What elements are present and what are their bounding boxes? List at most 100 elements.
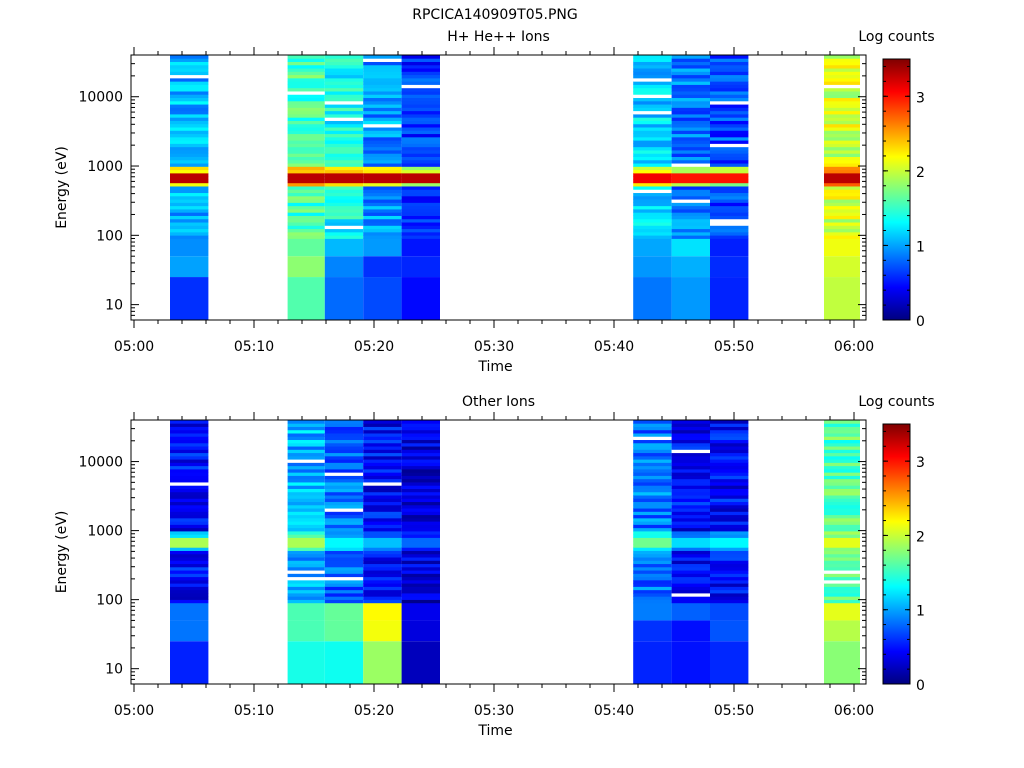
heatmap-cell: [633, 97, 672, 102]
heatmap-cell: [710, 570, 749, 574]
heatmap-cell: [287, 163, 325, 167]
heatmap-cell: [710, 140, 749, 144]
heatmap-cell: [324, 508, 364, 512]
heatmap-cell: [401, 557, 440, 561]
heatmap-cell: [287, 222, 325, 226]
heatmap-cell: [633, 589, 672, 594]
heatmap-cell: [363, 64, 402, 69]
heatmap-cell: [363, 641, 402, 684]
heatmap-cell: [633, 511, 672, 516]
heatmap-cell: [671, 81, 710, 85]
heatmap-cell: [401, 426, 440, 431]
heatmap-cell: [671, 579, 710, 584]
heatmap-cell: [671, 104, 710, 108]
heatmap-cell: [170, 68, 209, 72]
heatmap-cell: [170, 228, 209, 233]
heatmap-cell: [633, 540, 672, 545]
heatmap-cell: [401, 225, 440, 230]
heatmap-cell: [633, 553, 672, 558]
heatmap-cell: [401, 120, 440, 125]
heatmap-cell: [170, 231, 209, 236]
heatmap-cell: [824, 423, 860, 427]
x-tick-label: 05:30: [474, 703, 514, 719]
heatmap-cell: [710, 136, 749, 141]
heatmap-cell: [710, 123, 749, 128]
heatmap-cell: [710, 589, 749, 594]
heatmap-cell: [710, 176, 749, 180]
heatmap-cell: [710, 508, 749, 512]
heatmap-cell: [324, 202, 364, 207]
heatmap-cell: [633, 478, 672, 483]
heatmap-cell: [710, 530, 749, 535]
heatmap-cell: [824, 215, 860, 220]
heatmap-cell: [710, 472, 749, 476]
heatmap-cell: [710, 156, 749, 161]
colorbar-label: Log counts: [858, 29, 934, 45]
heatmap-cell: [170, 602, 209, 621]
heatmap-cell: [710, 97, 749, 102]
heatmap-cell: [401, 97, 440, 102]
heatmap-cell: [671, 77, 710, 82]
heatmap-cell: [287, 472, 325, 476]
heatmap-cell: [287, 192, 325, 197]
heatmap-cell: [671, 429, 710, 434]
heatmap-cell: [401, 84, 440, 89]
heatmap-cell: [824, 579, 860, 584]
heatmap-cell: [710, 146, 749, 151]
heatmap-cell: [324, 641, 364, 684]
heatmap-cell: [824, 433, 860, 437]
heatmap-cell: [324, 517, 364, 522]
heatmap-cell: [287, 186, 325, 190]
heatmap-cell: [170, 596, 209, 600]
heatmap-cell: [324, 459, 364, 463]
heatmap-cell: [324, 589, 364, 594]
heatmap-cell: [287, 495, 325, 499]
heatmap-cell: [671, 205, 710, 210]
heatmap-cell: [324, 68, 364, 72]
heatmap-cell: [401, 455, 440, 460]
heatmap-cell: [363, 576, 402, 581]
heatmap-cell: [363, 222, 402, 226]
heatmap-cell: [671, 127, 710, 131]
heatmap-cell: [324, 566, 364, 571]
heatmap-cell: [633, 433, 672, 437]
y-tick-label: 10: [105, 662, 123, 678]
heatmap-cell: [401, 472, 440, 476]
heatmap-cell: [324, 602, 364, 621]
heatmap-cell: [287, 602, 325, 621]
heatmap-cell: [287, 136, 325, 141]
heatmap-cell: [671, 202, 710, 207]
heatmap-cell: [363, 547, 402, 551]
heatmap-cell: [824, 498, 860, 503]
heatmap-cell: [324, 127, 364, 131]
heatmap-cell: [324, 511, 364, 516]
heatmap-cell: [671, 163, 710, 167]
heatmap-cell: [671, 277, 710, 320]
heatmap-cell: [287, 540, 325, 545]
heatmap-cell: [324, 150, 364, 154]
heatmap-cell: [287, 436, 325, 441]
heatmap-cell: [633, 599, 672, 604]
heatmap-cell: [170, 238, 209, 257]
heatmap-cell: [324, 195, 364, 200]
heatmap-cell: [363, 74, 402, 79]
heatmap-cell: [170, 166, 209, 171]
heatmap-cell: [671, 68, 710, 72]
heatmap-cell: [287, 143, 325, 148]
heatmap-cell: [363, 77, 402, 82]
heatmap-cell: [633, 189, 672, 194]
heatmap-cell: [401, 100, 440, 105]
heatmap-cell: [633, 91, 672, 95]
heatmap-cell: [170, 225, 209, 230]
heatmap-cell: [401, 114, 440, 118]
heatmap-cell: [633, 420, 672, 424]
heatmap-cell: [363, 127, 402, 131]
heatmap-cell: [324, 446, 364, 450]
heatmap-cell: [710, 163, 749, 167]
heatmap-cell: [170, 136, 209, 141]
heatmap-cell: [363, 123, 402, 128]
heatmap-cell: [287, 593, 325, 597]
heatmap-cell: [401, 589, 440, 594]
heatmap-cell: [324, 218, 364, 223]
heatmap-cell: [633, 446, 672, 450]
